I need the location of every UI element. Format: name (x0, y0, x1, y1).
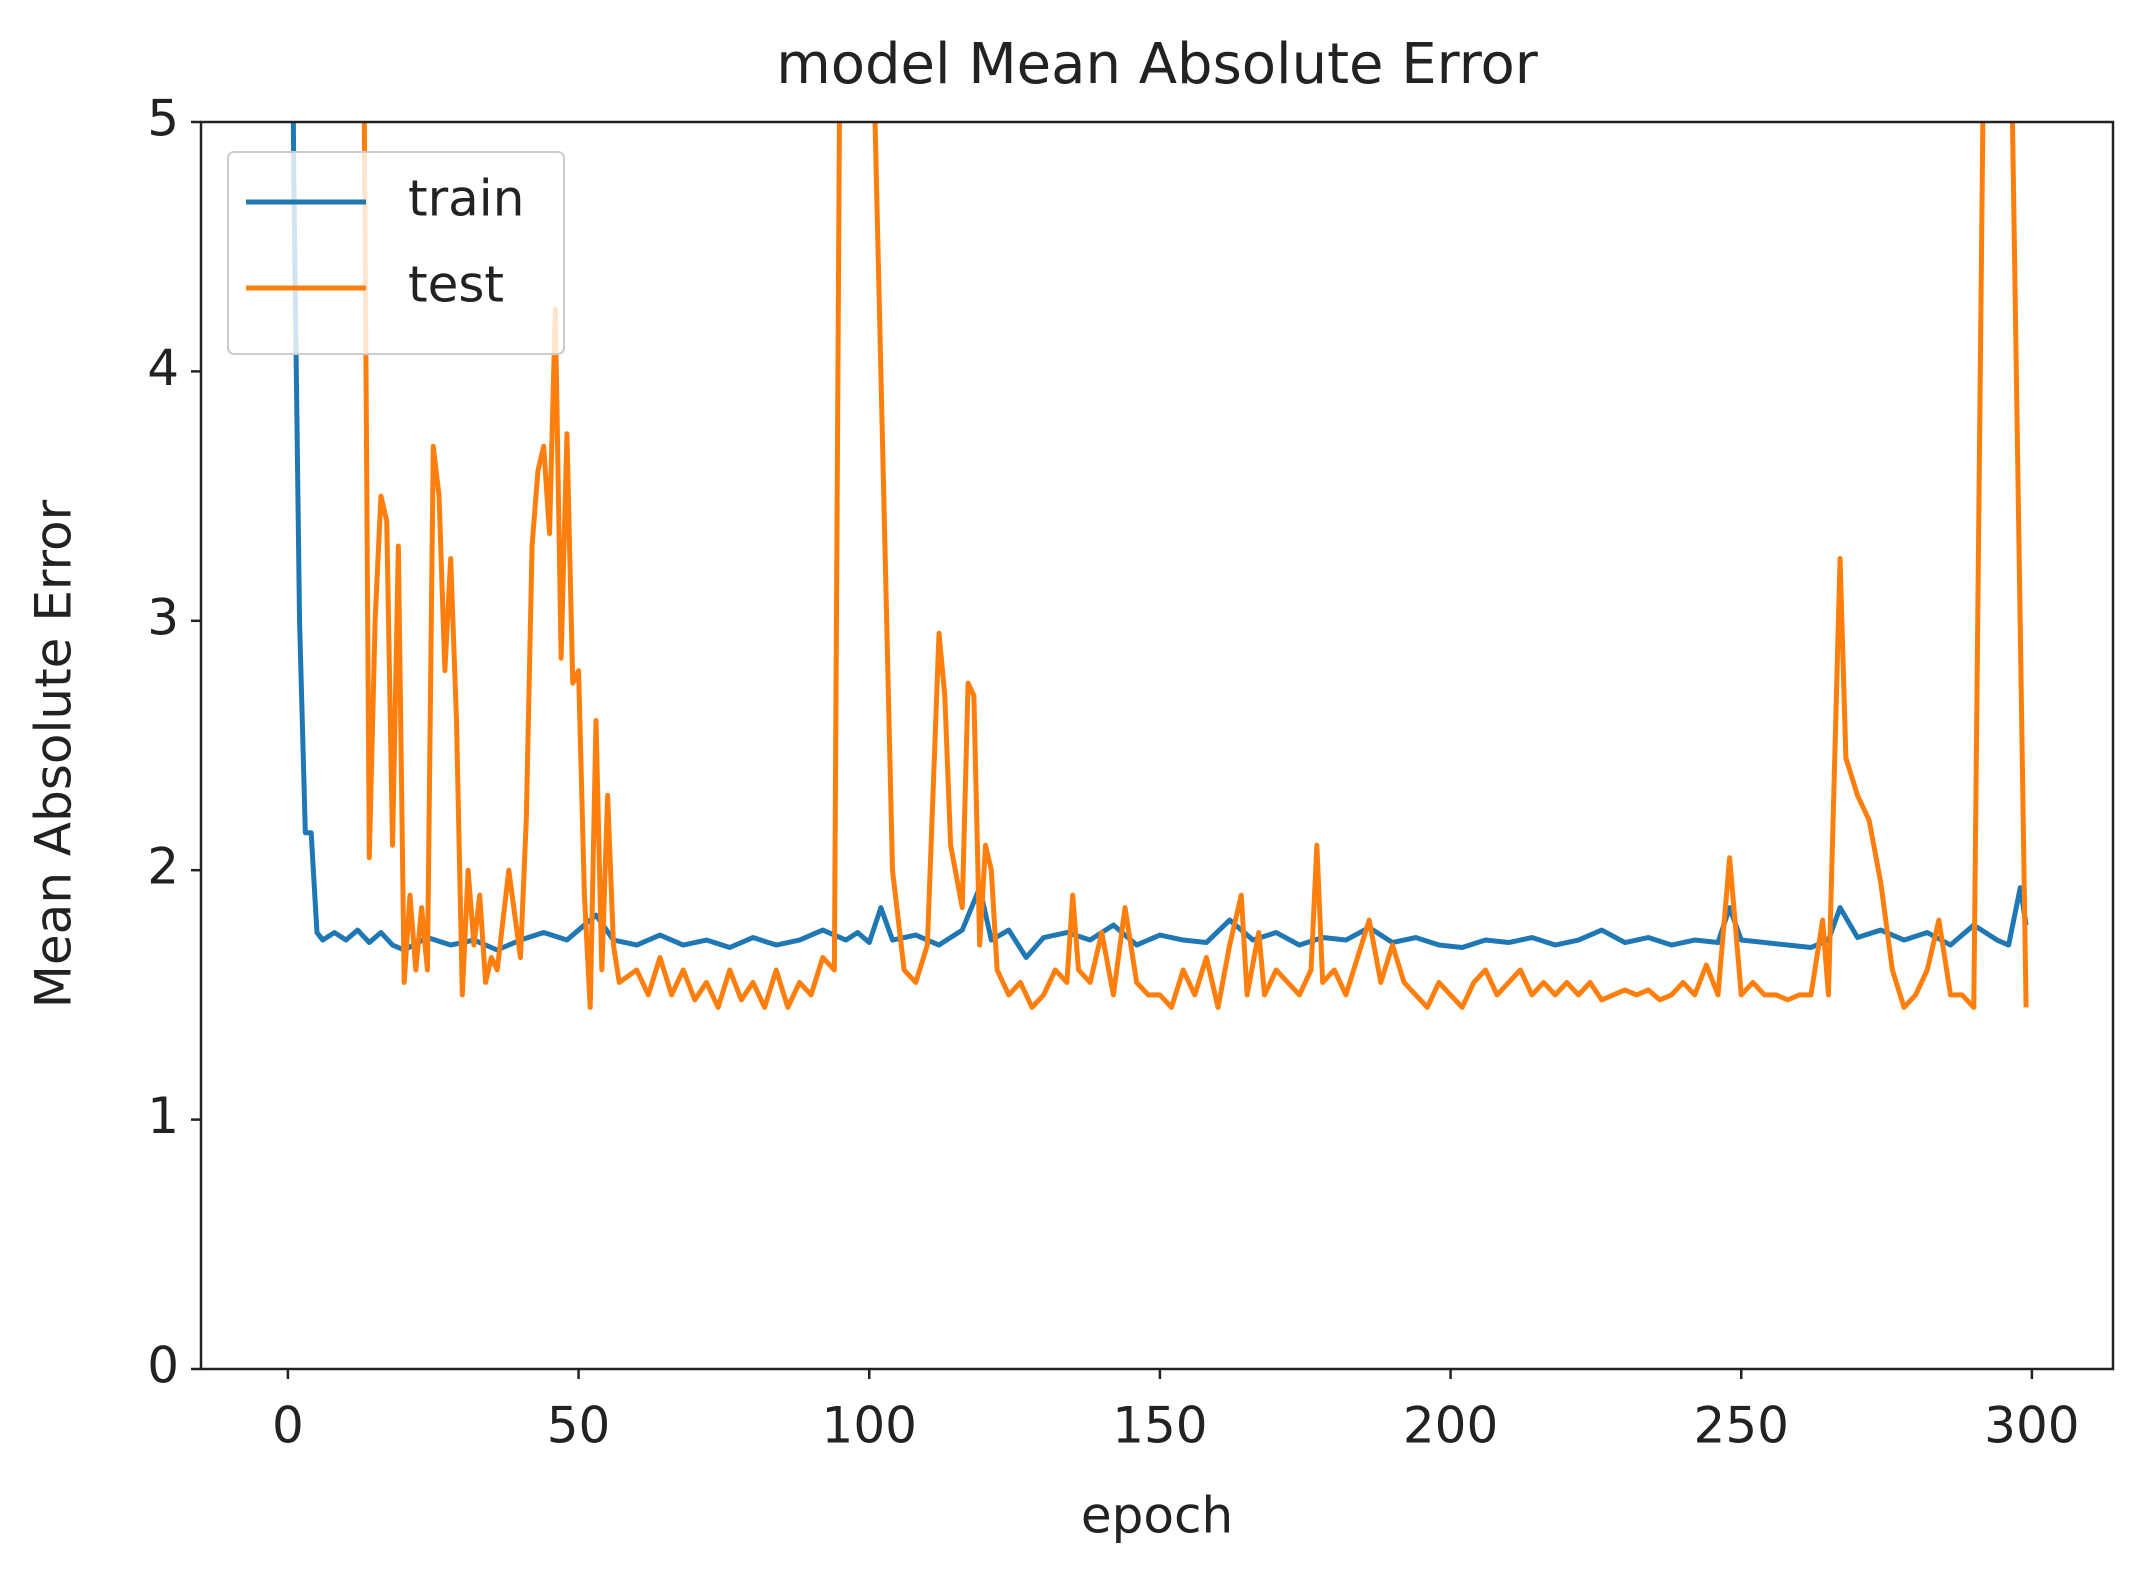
plot-frame (199, 120, 2115, 1371)
plot-lines (290, 122, 2029, 1010)
legend-label: train (408, 170, 524, 228)
legend-label: test (408, 256, 504, 314)
y-tick-label: 5 (147, 90, 179, 148)
x-tick-label: 0 (272, 1397, 304, 1455)
y-tick-label: 3 (147, 588, 179, 646)
x-tick-label: 250 (1694, 1397, 1789, 1455)
x-tick-label: 300 (1984, 1397, 2079, 1455)
x-tick-label: 50 (547, 1397, 611, 1455)
y-tick-label: 4 (147, 339, 179, 397)
line-series (290, 122, 2029, 960)
y-tick-label: 1 (147, 1087, 179, 1145)
line-series (361, 122, 2029, 1010)
x-tick-label: 200 (1403, 1397, 1498, 1455)
y-axis-label: Mean Absolute Error (25, 499, 83, 1008)
x-tick-label: 150 (1112, 1397, 1207, 1455)
x-tick-label: 100 (822, 1397, 917, 1455)
x-axis-label: epoch (1081, 1487, 1233, 1545)
y-tick-label: 2 (147, 838, 179, 896)
y-tick-label: 0 (147, 1337, 179, 1395)
chart-title: model Mean Absolute Error (776, 32, 1539, 97)
